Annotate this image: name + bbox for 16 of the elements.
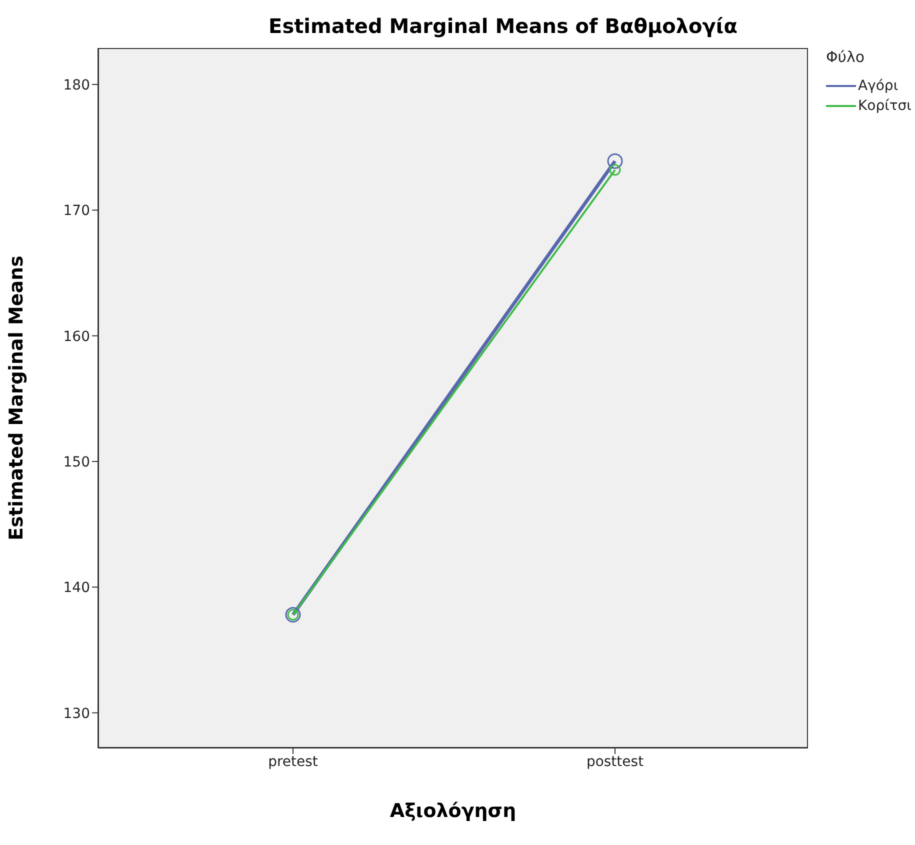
chart-title: Estimated Marginal Means of Βαθμολογία bbox=[268, 14, 738, 38]
point bbox=[609, 164, 621, 176]
y-tick-label: 130 bbox=[63, 706, 90, 722]
y-tick-label: 180 bbox=[63, 77, 90, 94]
y-tick-label: 140 bbox=[63, 580, 90, 596]
x-tick-label: pretest bbox=[268, 754, 318, 770]
point bbox=[607, 153, 623, 169]
legend-title: Φύλο bbox=[826, 48, 866, 66]
x-tick-label: posttest bbox=[586, 754, 644, 770]
x-axis-title: Αξιολόγηση bbox=[388, 800, 518, 822]
y-tick-label: 160 bbox=[63, 328, 90, 345]
legend-label: Κορίτσι bbox=[858, 98, 912, 114]
legend-label: Αγόρι bbox=[858, 78, 898, 94]
y-axis-title: Estimated Marginal Means bbox=[6, 256, 28, 540]
y-tick-label: 150 bbox=[63, 454, 90, 470]
y-tick-label: 170 bbox=[63, 203, 90, 220]
